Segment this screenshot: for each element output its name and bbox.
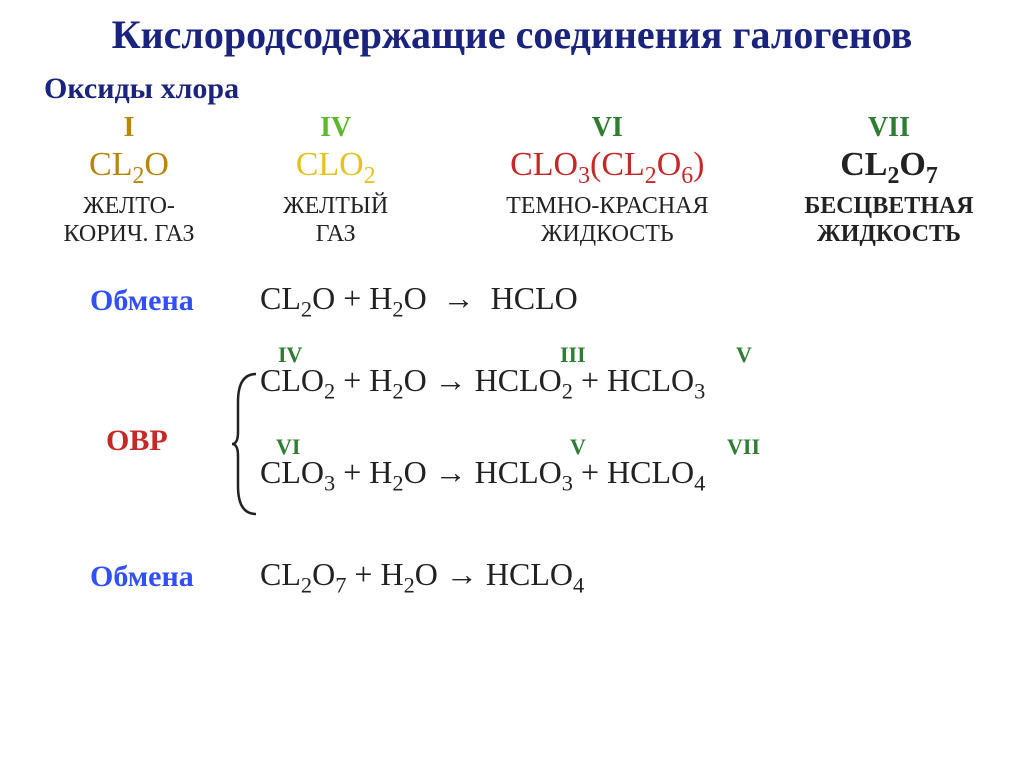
oxide-4-desc-line1: БЕСЦВЕТНАЯ (804, 193, 973, 219)
title-line1: Кислородсодержащие соединения галогенов (112, 12, 913, 57)
oxide-1-desc-line1: ЖЕЛТО- (83, 193, 175, 219)
oxides-row: I CL2O ЖЕЛТО- КОРИЧ. ГАЗ IV CLO2 ЖЕЛТЫЙ … (0, 112, 1024, 248)
reaction-2-eq: CLO2 + H2O → HCLO2 + HCLO3 (260, 362, 980, 404)
annot-r3-1: VI (276, 434, 300, 460)
reaction-4-block: Обмена CL2O7 + H2O → HCLO4 (60, 556, 980, 602)
oxide-1-formula: CL2O (89, 146, 169, 189)
annot-r2-2: III (560, 342, 586, 368)
reaction-1-eq: CL2O + H2O → HCLO (260, 280, 980, 322)
oxide-2-formula: CLO2 (296, 146, 376, 189)
page-title: Кислородсодержащие соединения галогенов (0, 0, 1024, 58)
reactions-area: Обмена CL2O + H2O → HCLO ОВР IV III V CL… (60, 280, 980, 602)
oxide-4-desc-line2: ЖИДКОСТЬ (817, 221, 961, 247)
oxide-2-desc: ЖЕЛТЫЙ ГАЗ (283, 193, 388, 248)
annot-r2-3: V (736, 342, 752, 368)
oxide-3-desc: ТЕМНО-КРАСНАЯ ЖИДКОСТЬ (506, 193, 708, 248)
oxide-4-desc: БЕСЦВЕТНАЯ ЖИДКОСТЬ (804, 193, 973, 248)
oxide-3-desc-line1: ТЕМНО-КРАСНАЯ (506, 193, 708, 219)
oxide-2-desc-line1: ЖЕЛТЫЙ (283, 193, 388, 219)
oxide-3-roman: VI (592, 112, 623, 144)
annot-r3-2: V (570, 434, 586, 460)
oxide-3: VI CLO3(CL2O6) ТЕМНО-КРАСНАЯ ЖИДКОСТЬ (457, 112, 757, 248)
annot-r2-1: IV (278, 342, 302, 368)
oxide-4-formula: CL2O7 (840, 146, 938, 189)
reaction-3-line: VI V VII CLO3 + H2O → HCLO3 + HCLO4 (60, 454, 980, 496)
section-subtitle: Оксиды хлора (44, 72, 1024, 106)
oxide-3-formula: CLO3(CL2O6) (510, 146, 704, 189)
reaction-1-block: Обмена CL2O + H2O → HCLO (60, 280, 980, 326)
oxide-3-desc-line2: ЖИДКОСТЬ (541, 221, 674, 247)
oxide-2: IV CLO2 ЖЕЛТЫЙ ГАЗ (251, 112, 421, 248)
oxide-1-roman: I (124, 112, 135, 144)
annot-r3-3: VII (727, 434, 760, 460)
reaction-3-eq: CLO3 + H2O → HCLO3 + HCLO4 (260, 454, 980, 496)
reaction-2-line: IV III V CLO2 + H2O → HCLO2 + HCLO3 (60, 362, 980, 404)
oxide-2-desc-line2: ГАЗ (316, 221, 356, 247)
oxide-1: I CL2O ЖЕЛТО- КОРИЧ. ГАЗ (44, 112, 214, 248)
reaction-4-eq: CL2O7 + H2O → HCLO4 (260, 556, 980, 598)
oxide-1-desc-line2: КОРИЧ. ГАЗ (63, 221, 194, 247)
label-ovr: ОВР (106, 424, 168, 458)
oxide-1-desc: ЖЕЛТО- КОРИЧ. ГАЗ (63, 193, 194, 248)
oxide-4-roman: VII (868, 112, 910, 144)
ovr-block: ОВР IV III V CLO2 + H2O → HCLO2 + HCLO3 … (60, 356, 980, 526)
oxide-4: VII CL2O7 БЕСЦВЕТНАЯ ЖИДКОСТЬ (794, 112, 984, 248)
label-obmena-1: Обмена (90, 284, 194, 318)
label-obmena-2: Обмена (90, 560, 194, 594)
oxide-2-roman: IV (320, 112, 351, 144)
